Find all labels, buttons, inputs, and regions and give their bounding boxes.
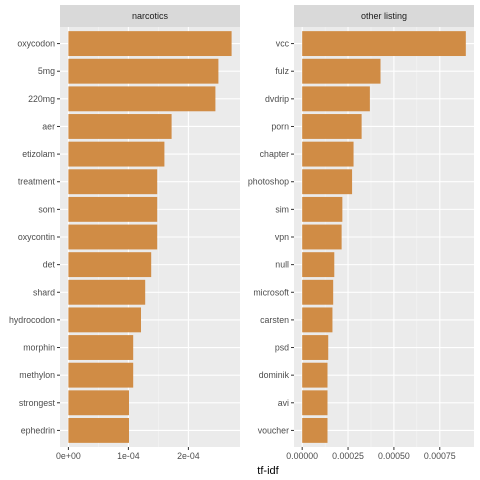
y-tick-label: treatment bbox=[18, 177, 56, 187]
bar-oxycodon bbox=[68, 31, 232, 57]
bar-fulz bbox=[302, 58, 381, 84]
y-tick-label: sim bbox=[275, 204, 289, 214]
x-tick-label: 0e+00 bbox=[56, 451, 81, 461]
bar-220mg bbox=[68, 86, 216, 112]
y-tick-label: morphin bbox=[23, 343, 55, 353]
y-tick-label: shard bbox=[33, 287, 55, 297]
bar-chapter bbox=[302, 141, 354, 167]
y-tick-label: ephedrin bbox=[21, 425, 55, 435]
y-tick-label: oxycontin bbox=[18, 232, 55, 242]
facet-strip bbox=[60, 5, 240, 27]
y-tick-label: porn bbox=[271, 121, 289, 131]
facets: narcotics oxycodon 5mg 220mg aer etizolam trea… bbox=[9, 5, 474, 461]
bar-5mg bbox=[68, 58, 219, 84]
y-tick-label: aer bbox=[42, 121, 55, 131]
bar-psd bbox=[302, 335, 329, 360]
bar-etizolam bbox=[68, 141, 165, 167]
bar-aer bbox=[68, 114, 172, 139]
bar-strongest bbox=[68, 390, 129, 416]
bar-porn bbox=[302, 114, 362, 139]
y-tick-label: det bbox=[43, 260, 56, 270]
y-tick-label: etizolam bbox=[22, 149, 55, 159]
y-tick-label: dominik bbox=[259, 370, 290, 380]
y-tick-label: microsoft bbox=[253, 287, 289, 297]
x-tick-label: 0.00075 bbox=[424, 451, 456, 461]
bar-photoshop bbox=[302, 169, 353, 195]
y-tick-label: chapter bbox=[260, 149, 289, 159]
bar-null bbox=[302, 252, 335, 278]
y-tick-label: 5mg bbox=[38, 66, 55, 76]
facet-strip-label: other listing bbox=[361, 11, 407, 21]
bar-vpn bbox=[302, 224, 342, 250]
bar-sim bbox=[302, 196, 343, 222]
facet-strip-label: narcotics bbox=[132, 11, 169, 21]
bar-carsten bbox=[302, 307, 333, 333]
y-tick-label: hydrocodon bbox=[9, 315, 55, 325]
bar-shard bbox=[68, 279, 146, 305]
y-tick-label: oxycodon bbox=[17, 39, 55, 49]
y-tick-label: psd bbox=[275, 343, 289, 353]
bar-methylon bbox=[68, 362, 134, 388]
bar-dominik bbox=[302, 362, 328, 388]
x-tick-label: 0.00025 bbox=[332, 451, 364, 461]
x-tick-label: 0.00050 bbox=[378, 451, 410, 461]
y-tick-label: carsten bbox=[260, 315, 289, 325]
y-tick-label: 220mg bbox=[28, 94, 55, 104]
facet-strip bbox=[294, 5, 474, 27]
y-tick-label: photoshop bbox=[248, 177, 289, 187]
bar-som bbox=[68, 196, 158, 222]
bar-microsoft bbox=[302, 279, 334, 305]
y-tick-label: dvdrip bbox=[265, 94, 289, 104]
bar-oxycontin bbox=[68, 224, 158, 250]
bar-treatment bbox=[68, 169, 158, 195]
bar-ephedrin bbox=[68, 417, 129, 443]
x-tick-label: 2e-04 bbox=[177, 451, 200, 461]
y-tick-label: voucher bbox=[258, 425, 289, 435]
bar-avi bbox=[302, 390, 328, 416]
x-tick-label: 0.00000 bbox=[286, 451, 318, 461]
y-tick-label: strongest bbox=[19, 398, 56, 408]
bar-dvdrip bbox=[302, 86, 370, 112]
bar-vcc bbox=[302, 31, 466, 57]
bar-hydrocodon bbox=[68, 307, 141, 333]
y-tick-label: fulz bbox=[275, 66, 289, 76]
bar-det bbox=[68, 252, 152, 278]
y-tick-label: avi bbox=[278, 398, 289, 408]
y-tick-label: vpn bbox=[275, 232, 289, 242]
facet-panel-1: narcotics oxycodon 5mg 220mg aer etizolam trea… bbox=[9, 5, 240, 461]
x-axis-label: tf-idf bbox=[257, 465, 279, 477]
bar-morphin bbox=[68, 335, 134, 360]
y-tick-label: null bbox=[275, 260, 289, 270]
y-tick-label: som bbox=[38, 204, 55, 214]
bar-voucher bbox=[302, 417, 328, 443]
y-tick-label: vcc bbox=[276, 39, 290, 49]
facet-panel-2: other listing vcc fulz dvdrip porn chapter pho… bbox=[248, 5, 474, 461]
x-tick-label: 1e-04 bbox=[117, 451, 140, 461]
y-tick-label: methylon bbox=[19, 370, 55, 380]
